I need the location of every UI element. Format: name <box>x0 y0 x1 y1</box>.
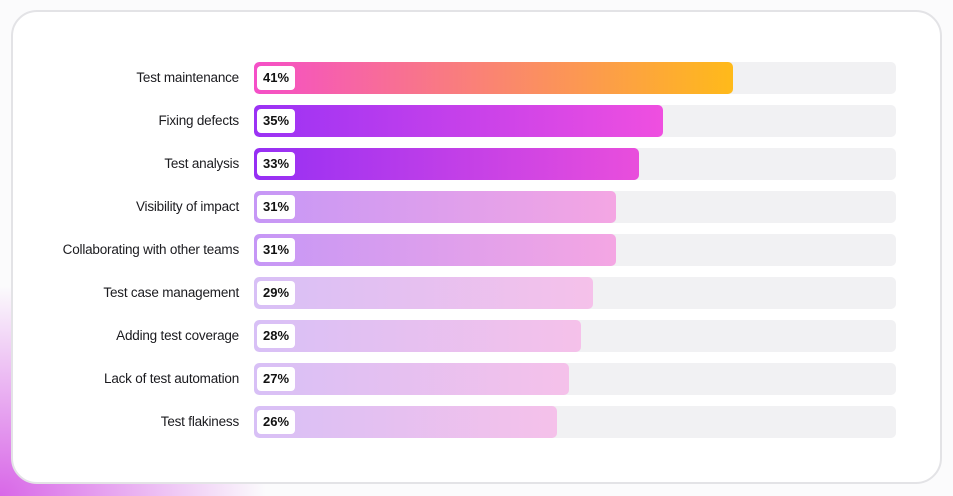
value-label: 28% <box>257 324 296 348</box>
bar: 35% <box>254 105 663 137</box>
bar: 27% <box>254 363 569 395</box>
category-label: Test maintenance <box>136 70 239 85</box>
value-label: 35% <box>257 109 296 133</box>
chart-card: Test maintenance 41% Fixing defects 35% Test… <box>11 10 942 484</box>
bar-track: 28% <box>254 320 896 352</box>
bar-track: 27% <box>254 363 896 395</box>
bar-track: 31% <box>254 191 896 223</box>
bar: 33% <box>254 148 639 180</box>
bar-track: 41% <box>254 62 896 94</box>
value-label: 26% <box>257 410 296 434</box>
bar-row: Fixing defects 35% <box>13 105 944 137</box>
category-label: Collaborating with other teams <box>62 242 240 257</box>
category-label: Lack of test automation <box>104 371 239 386</box>
category-label: Test flakiness <box>160 414 239 429</box>
bar-row: Visibility of impact 31% <box>13 191 944 223</box>
bar: 26% <box>254 406 557 438</box>
category-label: Fixing defects <box>158 113 240 128</box>
bar-track: 33% <box>254 148 896 180</box>
bar: 28% <box>254 320 581 352</box>
bar: 41% <box>254 62 733 94</box>
bar-track: 35% <box>254 105 896 137</box>
bar-track: 29% <box>254 277 896 309</box>
category-label: Test case management <box>103 285 239 300</box>
value-label: 31% <box>257 195 296 219</box>
bar-row: Test maintenance 41% <box>13 62 944 94</box>
bar-track: 26% <box>254 406 896 438</box>
bar-row: Test analysis 33% <box>13 148 944 180</box>
value-label: 41% <box>257 66 296 90</box>
value-label: 33% <box>257 152 296 176</box>
category-label: Adding test coverage <box>116 328 239 343</box>
value-label: 29% <box>257 281 296 305</box>
bar-row: Test flakiness 26% <box>13 406 944 438</box>
bar-row: Adding test coverage 28% <box>13 320 944 352</box>
bar-track: 31% <box>254 234 896 266</box>
bar-row: Lack of test automation 27% <box>13 363 944 395</box>
value-label: 31% <box>257 238 296 262</box>
value-label: 27% <box>257 367 296 391</box>
category-label: Visibility of impact <box>135 199 239 214</box>
category-label: Test analysis <box>164 156 239 171</box>
bar-row: Collaborating with other teams 31% <box>13 234 944 266</box>
bar: 29% <box>254 277 593 309</box>
bar: 31% <box>254 191 616 223</box>
bar-row: Test case management 29% <box>13 277 944 309</box>
bar: 31% <box>254 234 616 266</box>
